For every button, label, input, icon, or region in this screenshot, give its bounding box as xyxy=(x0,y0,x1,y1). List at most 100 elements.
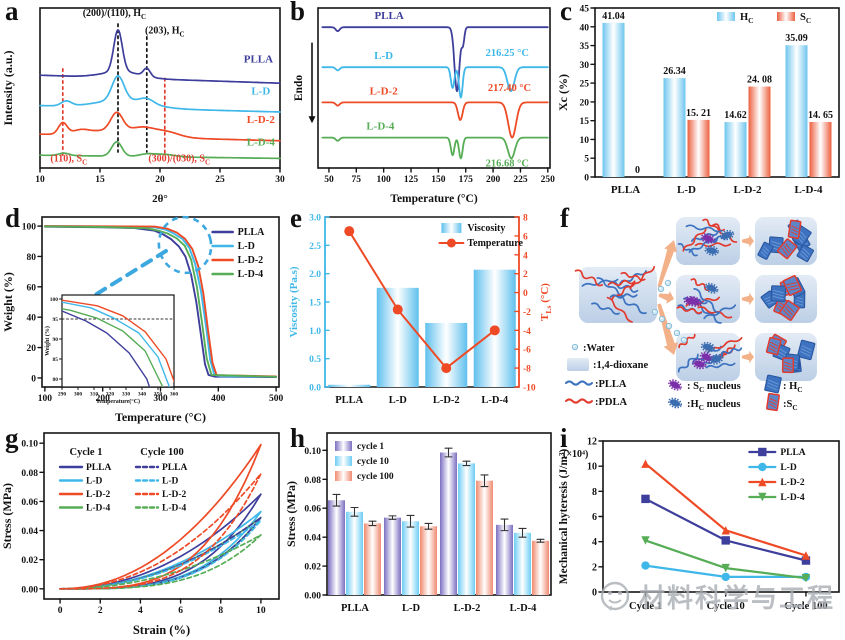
svg-text:(200)/(110), HC: (200)/(110), HC xyxy=(83,8,146,21)
svg-text:PLLA: PLLA xyxy=(341,603,369,614)
svg-text:310: 310 xyxy=(90,392,99,398)
svg-text:150: 150 xyxy=(431,175,446,185)
watermark: 材料科学与工程 xyxy=(597,578,835,615)
svg-text:Cycle 1: Cycle 1 xyxy=(70,447,103,458)
svg-text:L-D: L-D xyxy=(251,85,270,97)
svg-text:1.0: 1.0 xyxy=(309,327,321,337)
svg-text:0: 0 xyxy=(523,289,528,299)
svg-text:0.08: 0.08 xyxy=(21,469,38,479)
svg-text:SC: SC xyxy=(800,12,811,25)
svg-text:10: 10 xyxy=(35,175,45,185)
svg-text:L-D: L-D xyxy=(780,463,797,473)
svg-text:10: 10 xyxy=(580,136,590,146)
svg-text:50: 50 xyxy=(324,175,334,185)
svg-text:0.08: 0.08 xyxy=(304,476,321,486)
svg-text:0: 0 xyxy=(31,374,36,384)
svg-text:cycle 10: cycle 10 xyxy=(357,457,389,467)
svg-text:Stress (MPa): Stress (MPa) xyxy=(0,483,14,549)
panel-stress-bars: h PLLA L-D L-D-2 L-D-4 0.00 0.02 0.04 0.06 0.08 0… xyxy=(285,423,555,640)
svg-text:340: 340 xyxy=(138,392,147,398)
hysteresis-line-chart: Cycle 1 Cycle 10 Cycle 100 0 2 4 6 8 10 12 Mechani… xyxy=(558,437,840,612)
svg-text:0: 0 xyxy=(58,606,63,616)
svg-text:0.06: 0.06 xyxy=(21,498,38,508)
svg-text:PLLA: PLLA xyxy=(374,10,403,22)
svg-text:L-D-2: L-D-2 xyxy=(780,478,805,488)
svg-text:320: 320 xyxy=(106,392,115,398)
svg-text:L-D-4: L-D-4 xyxy=(238,269,264,280)
watermark-text: 材料科学与工程 xyxy=(639,583,836,613)
svg-text:0.5: 0.5 xyxy=(309,355,321,365)
svg-text:8: 8 xyxy=(592,487,597,498)
svg-text:L-D: L-D xyxy=(402,603,421,614)
panel-dsc: b PLLA L-D 216.25 °C L-D-2 217.40 °C L-D-4 216… xyxy=(285,0,555,207)
svg-text:125: 125 xyxy=(404,175,419,185)
svg-text:L-D: L-D xyxy=(374,50,393,62)
svg-text:Viscosity (Pa.s): Viscosity (Pa.s) xyxy=(288,266,300,337)
svg-text:L-D: L-D xyxy=(86,477,103,487)
svg-text:14.62: 14.62 xyxy=(724,110,747,121)
panel-stress-strain: g 0 2 4 6 8 10 0.00 0.02 0.04 0.06 0.08 0.10 Strain … xyxy=(0,423,285,640)
svg-text:175: 175 xyxy=(459,175,474,185)
svg-text:(×10⁴): (×10⁴) xyxy=(563,449,588,460)
svg-text:PLLA: PLLA xyxy=(162,463,187,473)
panel-letter-b: b xyxy=(290,0,306,26)
svg-text:290: 290 xyxy=(58,392,67,398)
svg-text:2: 2 xyxy=(592,562,597,573)
svg-text:PLLA: PLLA xyxy=(335,395,363,406)
svg-text:0.10: 0.10 xyxy=(21,440,38,450)
svg-text:(203), HC: (203), HC xyxy=(145,26,185,39)
svg-text:0.0: 0.0 xyxy=(309,384,321,394)
svg-text:2: 2 xyxy=(98,606,103,616)
svg-text:24. 08: 24. 08 xyxy=(747,75,772,86)
svg-text:(110), SC: (110), SC xyxy=(50,154,87,167)
svg-text:300: 300 xyxy=(153,394,168,404)
svg-text:10: 10 xyxy=(587,462,597,473)
svg-text:Xc (%): Xc (%) xyxy=(556,74,570,111)
svg-text::Water: :Water xyxy=(583,343,615,354)
svg-text:100: 100 xyxy=(50,297,59,303)
svg-text:6: 6 xyxy=(523,232,528,242)
svg-text:(300)/(030), SC: (300)/(030), SC xyxy=(148,154,210,167)
svg-text:: HC: : HC xyxy=(783,381,803,394)
panel-letter-f: f xyxy=(560,203,569,233)
svg-text:Temperature: Temperature xyxy=(467,238,523,249)
svg-text:PLLA: PLLA xyxy=(611,184,640,196)
svg-text:HC: HC xyxy=(740,12,753,25)
svg-text:30: 30 xyxy=(275,175,285,185)
svg-text:L-D-2: L-D-2 xyxy=(86,490,111,500)
svg-text:0: 0 xyxy=(584,174,589,184)
svg-text:200: 200 xyxy=(486,175,501,185)
svg-text:2: 2 xyxy=(523,270,528,280)
svg-text:L-D-4: L-D-4 xyxy=(86,504,111,514)
svg-text:Weight (%): Weight (%) xyxy=(44,326,51,356)
svg-text:45: 45 xyxy=(580,5,590,15)
svg-text:350: 350 xyxy=(154,392,163,398)
svg-text::PLLA: :PLLA xyxy=(595,379,627,390)
svg-text:6: 6 xyxy=(592,512,597,523)
svg-text:0: 0 xyxy=(592,588,597,599)
svg-text:225: 225 xyxy=(513,175,528,185)
svg-text:L-D-2: L-D-2 xyxy=(733,184,762,196)
svg-text:Cycle 100: Cycle 100 xyxy=(784,601,827,612)
panel-hysteresis: i Cycle 1 Cycle 10 Cycle 100 0 2 4 6 8 10 12 Mecha… xyxy=(555,423,845,640)
svg-text:15: 15 xyxy=(580,117,590,127)
svg-text:PLLA: PLLA xyxy=(86,463,111,473)
crystallinity-bar-chart: 0 5 10 15 20 25 30 35 40 45 PLLA 41.04 0 L-D 26.34 15. … xyxy=(556,5,840,196)
svg-text:216.25 °C: 216.25 °C xyxy=(486,48,529,59)
panel-letter-c: c xyxy=(560,0,572,26)
svg-text:250: 250 xyxy=(541,175,555,185)
svg-text:216.68 °C: 216.68 °C xyxy=(486,158,529,169)
svg-text:L-D-4: L-D-4 xyxy=(780,493,805,503)
svg-text:100: 100 xyxy=(38,394,53,404)
svg-text:6: 6 xyxy=(178,606,183,616)
svg-text:5: 5 xyxy=(584,155,589,165)
svg-text:L-D-4: L-D-4 xyxy=(366,121,395,133)
svg-text:85: 85 xyxy=(53,357,59,363)
svg-text:90: 90 xyxy=(53,337,59,343)
svg-text:-8: -8 xyxy=(523,365,531,375)
panel-crystallinity-bars: c 0 5 10 15 20 25 30 35 40 45 PLLA 41.04 0 L-D 26.34 15… xyxy=(555,0,845,207)
svg-text:0: 0 xyxy=(635,165,640,176)
svg-text:30: 30 xyxy=(580,61,590,71)
svg-text:L-D-4: L-D-4 xyxy=(510,603,538,614)
